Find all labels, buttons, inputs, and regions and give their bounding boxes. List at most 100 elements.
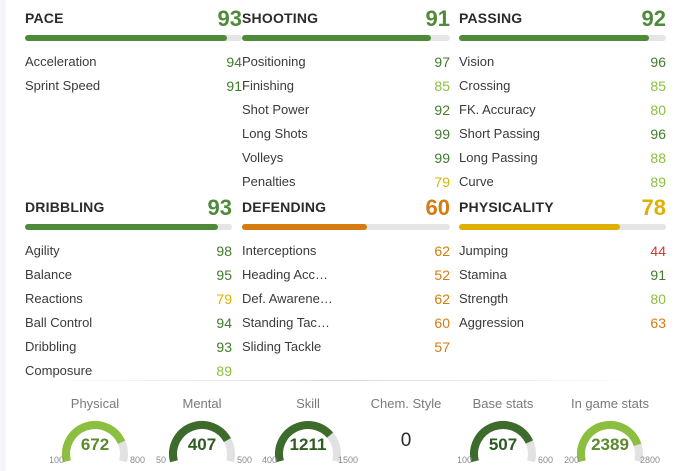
stat-label: Strength [459, 291, 509, 306]
stat-label: Vision [459, 54, 495, 69]
defending-bar-fill [242, 224, 367, 230]
physicality-title: PHYSICALITY [459, 199, 554, 215]
stat-value: 89 [650, 174, 666, 190]
mental-gauge-arc [169, 421, 235, 463]
physical-max: 800 [129, 455, 145, 465]
stat-value: 80 [650, 291, 666, 307]
shooting-title: SHOOTING [242, 10, 319, 26]
in-game-stats-value: 2389 [591, 435, 629, 454]
stat-row: Agility 98 [25, 237, 232, 261]
stat-row: Long Passing 88 [459, 144, 666, 168]
physicality-header: PHYSICALITY 78 [459, 193, 666, 220]
summary-physical-label: Physical [70, 396, 120, 411]
stat-label: Short Passing [459, 126, 540, 141]
pace-header: PACE 93 [25, 4, 242, 31]
stat-label: Volleys [242, 150, 284, 165]
defending-bar [242, 224, 450, 230]
stat-row: Def. Awarene… 62 [242, 285, 450, 309]
mental-gauge: 407 50 500 [156, 418, 252, 466]
summary-physical: Physical 672 100 800 [49, 396, 145, 466]
shooting-stat-list: Positioning 97 Finishing 85 Shot Power 92 Long… [242, 48, 450, 192]
dribbling-rating: 93 [207, 195, 232, 220]
stat-label: Sprint Speed [25, 78, 101, 93]
skill-gauge-fill [275, 421, 334, 463]
stat-label: Stamina [459, 267, 507, 282]
passing-title: PASSING [459, 10, 523, 26]
summary-ingame-label: In game stats [570, 396, 650, 411]
in-game-stats-min: 200 [564, 455, 580, 465]
stat-label: Penalties [242, 174, 296, 189]
stat-label: Agility [25, 243, 60, 258]
stat-label: Long Passing [459, 150, 538, 165]
stat-row: Reactions 79 [25, 285, 232, 309]
shooting-rating: 91 [425, 6, 450, 31]
stat-row: Vision 96 [459, 48, 666, 72]
summary-mental: Mental 407 50 500 [156, 396, 252, 466]
summary-chem-style: Chem. Style 0 [361, 396, 451, 452]
physical-gauge-fill [62, 421, 126, 463]
stat-value: 92 [434, 102, 450, 118]
base-stats-min: 100 [457, 455, 473, 465]
stat-value: 62 [434, 291, 450, 307]
stat-row: Stamina 91 [459, 261, 666, 285]
stat-label: Finishing [242, 78, 295, 93]
stat-row: Dribbling 93 [25, 333, 232, 357]
summary-skill-label: Skill [296, 396, 320, 411]
stat-value: 91 [650, 267, 666, 283]
base-stats-gauge: 507 100 600 [457, 418, 553, 466]
stat-label: Curve [459, 174, 494, 189]
section-pace: PACE 93 Acceleration 94 Sprint Speed 91 [25, 4, 242, 96]
stat-value: 94 [226, 54, 242, 70]
stat-value: 99 [434, 150, 450, 166]
stat-row: Short Passing 96 [459, 120, 666, 144]
pace-title: PACE [25, 10, 64, 26]
mental-min: 50 [156, 455, 167, 465]
physical-gauge: 672 100 800 [49, 418, 145, 466]
in-game-stats-max: 2800 [639, 455, 660, 465]
mental-value: 407 [187, 435, 217, 454]
stat-label: Interceptions [242, 243, 317, 258]
section-physicality: PHYSICALITY 78 Jumping 44 Stamina 91 Strength 8… [459, 193, 666, 333]
dribbling-bar-fill [25, 224, 218, 230]
stat-value: 80 [650, 102, 666, 118]
stat-value: 93 [216, 339, 232, 355]
physicality-bar [459, 224, 666, 230]
stat-label: Acceleration [25, 54, 97, 69]
stat-value: 52 [434, 267, 450, 283]
ingame-gauge-fill [577, 420, 642, 463]
stat-row: Acceleration 94 [25, 48, 242, 72]
stat-value: 85 [434, 78, 450, 94]
stat-value: 96 [650, 126, 666, 142]
stat-value: 57 [434, 339, 450, 355]
stat-value: 94 [216, 315, 232, 331]
stat-label: Sliding Tackle [242, 339, 322, 354]
section-defending: DEFENDING 60 Interceptions 62 Heading Acc… 52… [242, 193, 450, 357]
stat-label: Composure [25, 363, 93, 378]
stat-row: Sprint Speed 91 [25, 72, 242, 96]
pace-bar-fill [25, 35, 227, 41]
stat-label: Def. Awarene… [242, 291, 333, 306]
base-stats-max: 600 [537, 455, 553, 465]
stat-row: Ball Control 94 [25, 309, 232, 333]
stat-row: Sliding Tackle 57 [242, 333, 450, 357]
stat-value: 99 [434, 126, 450, 142]
skill-gauge-arc [275, 421, 341, 463]
pace-stat-list: Acceleration 94 Sprint Speed 91 [25, 48, 242, 96]
defending-title: DEFENDING [242, 199, 327, 215]
stat-label: FK. Accuracy [459, 102, 536, 117]
stat-row: Heading Acc… 52 [242, 261, 450, 285]
stat-row: Jumping 44 [459, 237, 666, 261]
summary-in-game-stats: In game stats 2389 200 2800 [564, 396, 660, 466]
stat-row: Shot Power 92 [242, 96, 450, 120]
stat-row: Aggression 63 [459, 309, 666, 333]
stat-row: Finishing 85 [242, 72, 450, 96]
stat-value: 44 [650, 243, 666, 259]
passing-bar [459, 35, 666, 41]
physicality-bar-fill [459, 224, 621, 230]
stat-value: 89 [216, 363, 232, 379]
stat-row: Standing Tac… 60 [242, 309, 450, 333]
stat-label: Ball Control [25, 315, 93, 330]
stat-label: Shot Power [242, 102, 310, 117]
stat-label: Crossing [459, 78, 511, 93]
chem-style-value: 0 [400, 430, 412, 451]
